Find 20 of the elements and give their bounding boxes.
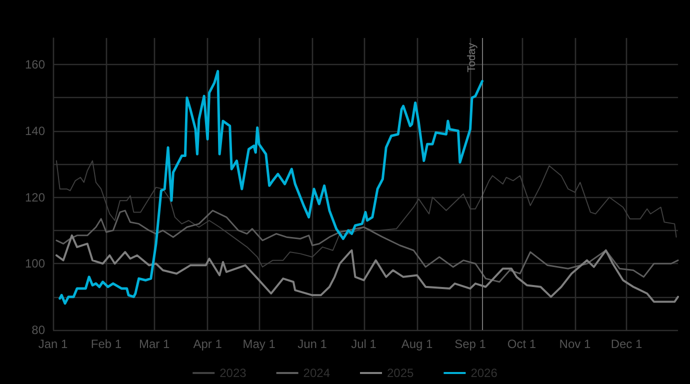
- x-tick-label: Dec 1: [610, 337, 642, 351]
- x-tick-label: May 1: [242, 337, 276, 351]
- x-tick-label: Jul 1: [351, 337, 377, 351]
- y-tick-label: 140: [24, 124, 46, 138]
- x-tick-label: Nov 1: [559, 337, 591, 351]
- x-tick-label: Sep 1: [454, 337, 486, 351]
- x-tick-label: Apr 1: [193, 337, 222, 351]
- ref-line-label: Today: [466, 42, 478, 72]
- line-series: [56, 160, 677, 268]
- x-tick-label: Oct 1: [507, 337, 536, 351]
- y-tick-label: 100: [24, 256, 46, 271]
- y-tick-label: 80: [32, 323, 46, 337]
- x-tick-label: Feb 1: [90, 337, 122, 351]
- y-tick-label: 120: [24, 190, 46, 204]
- line-series: [56, 210, 679, 283]
- x-tick-label: Aug 1: [401, 337, 434, 351]
- y-tick-label: 160: [24, 58, 46, 72]
- x-tick-label: Jun 1: [298, 337, 328, 351]
- x-tick-label: Mar 1: [138, 337, 170, 351]
- x-tick-label: Jan 1: [38, 337, 68, 351]
